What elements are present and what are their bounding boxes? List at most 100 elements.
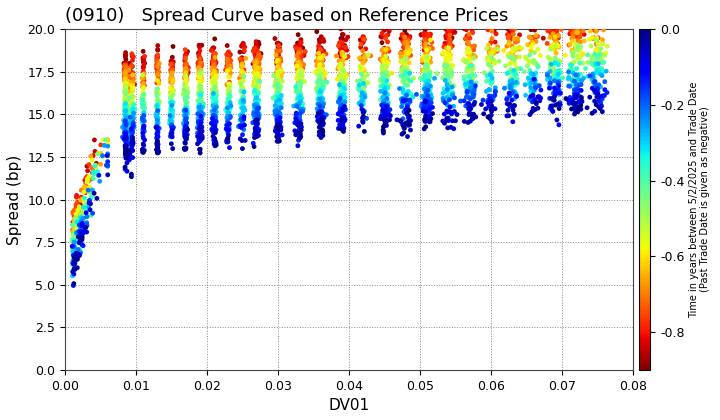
Point — [86, 190, 97, 197]
Point — [294, 45, 306, 51]
Point — [462, 40, 473, 47]
Point — [463, 31, 474, 38]
Point — [571, 46, 582, 52]
Point — [597, 37, 608, 43]
Point — [580, 65, 591, 72]
Point — [67, 249, 78, 255]
Point — [87, 165, 99, 172]
Point — [276, 104, 287, 111]
Point — [293, 59, 305, 66]
Point — [402, 40, 413, 47]
Point — [490, 24, 501, 31]
Point — [164, 94, 176, 101]
Point — [138, 113, 149, 120]
Point — [120, 111, 132, 118]
Point — [151, 63, 163, 70]
Point — [125, 94, 137, 101]
Point — [250, 55, 261, 61]
Point — [315, 23, 327, 30]
Point — [168, 58, 179, 65]
Point — [136, 75, 148, 81]
Point — [275, 84, 287, 91]
Point — [72, 233, 84, 240]
Point — [554, 58, 565, 65]
Point — [276, 131, 288, 138]
Point — [78, 224, 90, 231]
Point — [376, 102, 387, 108]
Point — [336, 106, 348, 113]
Point — [209, 54, 220, 60]
Point — [425, 31, 436, 37]
Point — [530, 78, 541, 84]
Point — [181, 112, 192, 118]
Point — [166, 91, 178, 98]
Point — [420, 61, 432, 68]
Point — [420, 84, 432, 91]
Point — [238, 96, 249, 102]
Point — [122, 151, 133, 158]
Point — [420, 107, 431, 114]
Point — [166, 74, 177, 81]
Point — [152, 107, 163, 114]
Point — [235, 72, 247, 79]
Point — [530, 70, 541, 76]
Point — [584, 73, 595, 79]
Point — [546, 107, 558, 113]
Point — [420, 74, 431, 81]
Point — [251, 59, 263, 66]
Point — [300, 48, 311, 55]
Point — [239, 107, 251, 113]
Point — [337, 116, 348, 123]
Point — [167, 65, 179, 71]
Point — [123, 80, 135, 87]
Point — [209, 135, 220, 142]
Point — [152, 114, 163, 121]
Point — [120, 86, 132, 93]
Point — [274, 82, 285, 89]
Point — [420, 118, 432, 124]
Point — [449, 108, 460, 115]
Point — [122, 93, 133, 100]
Point — [193, 63, 204, 69]
Point — [466, 77, 477, 84]
Point — [397, 87, 409, 93]
Point — [528, 35, 540, 42]
Point — [138, 77, 150, 84]
Point — [382, 99, 394, 106]
Point — [153, 64, 164, 71]
Point — [179, 68, 191, 75]
Point — [122, 97, 133, 103]
Point — [337, 120, 348, 126]
Point — [505, 103, 516, 110]
Point — [567, 30, 579, 37]
Point — [400, 91, 412, 98]
Point — [531, 33, 543, 40]
Point — [444, 64, 455, 71]
Point — [318, 85, 329, 92]
Point — [210, 115, 222, 121]
Point — [126, 139, 138, 146]
Point — [445, 51, 456, 58]
Point — [468, 21, 480, 28]
Point — [462, 80, 474, 87]
Point — [467, 91, 479, 97]
Point — [127, 127, 138, 134]
Point — [126, 82, 138, 89]
Point — [404, 33, 415, 40]
Point — [313, 50, 325, 57]
Point — [166, 73, 177, 80]
Point — [505, 103, 517, 110]
Point — [529, 74, 541, 81]
Point — [209, 66, 220, 73]
Point — [238, 48, 249, 55]
Point — [294, 47, 305, 53]
Point — [490, 39, 501, 45]
Point — [440, 26, 451, 33]
Point — [120, 90, 132, 97]
Point — [381, 122, 392, 129]
Point — [273, 107, 284, 113]
Point — [586, 17, 598, 24]
Point — [221, 108, 233, 115]
Point — [572, 71, 584, 78]
Point — [423, 113, 435, 119]
